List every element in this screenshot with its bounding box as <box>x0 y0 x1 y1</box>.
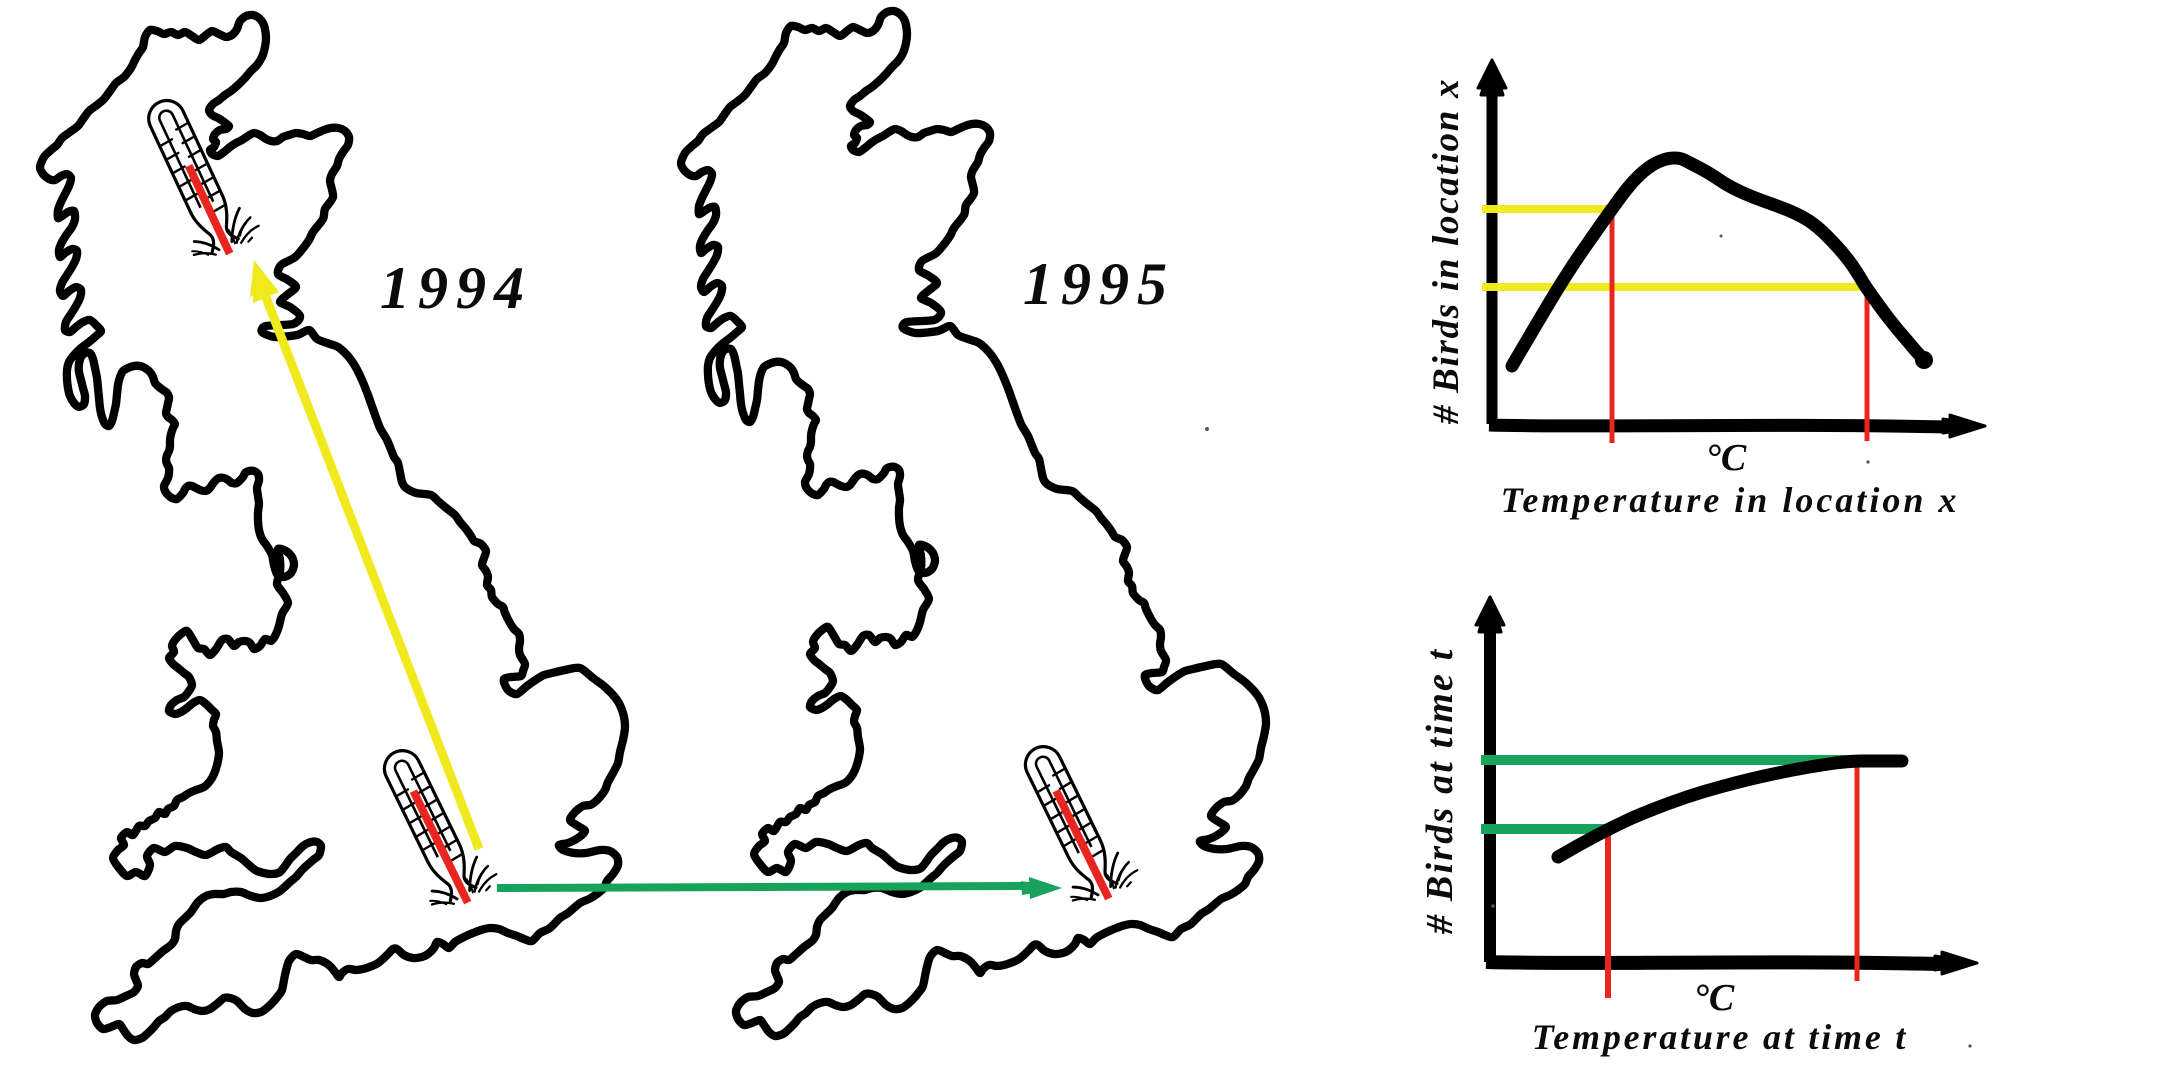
svg-text:°C: °C <box>1694 977 1735 1019</box>
svg-text:# Birds in location x: # Birds in location x <box>1426 78 1467 425</box>
svg-text:°C: °C <box>1706 437 1747 479</box>
svg-text:1994: 1994 <box>380 255 532 321</box>
svg-text:Temperature at time t: Temperature at time t <box>1532 1017 1908 1057</box>
svg-text:1995: 1995 <box>1023 251 1175 317</box>
svg-text:Temperature in location x: Temperature in location x <box>1501 480 1960 520</box>
svg-text:# Birds at time t: # Birds at time t <box>1419 647 1461 935</box>
